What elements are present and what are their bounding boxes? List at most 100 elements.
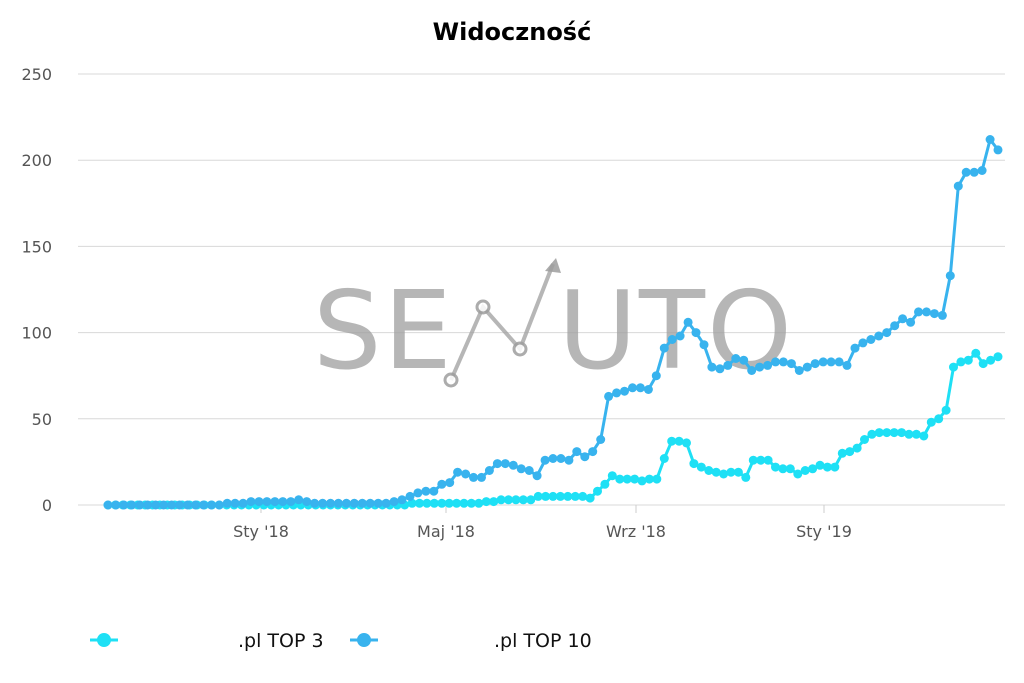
data-point[interactable]	[715, 364, 725, 374]
data-point[interactable]	[541, 491, 551, 501]
data-point[interactable]	[556, 454, 566, 463]
data-point[interactable]	[882, 328, 892, 338]
data-point[interactable]	[492, 459, 502, 469]
data-point[interactable]	[357, 498, 367, 508]
data-point[interactable]	[919, 431, 929, 441]
data-point[interactable]	[516, 464, 526, 474]
data-point[interactable]	[620, 386, 629, 396]
data-point[interactable]	[815, 460, 825, 470]
data-point[interactable]	[929, 309, 939, 319]
data-point[interactable]	[826, 357, 836, 367]
data-point[interactable]	[548, 491, 558, 501]
data-point[interactable]	[682, 438, 691, 448]
data-point[interactable]	[711, 467, 721, 477]
data-point[interactable]	[270, 497, 280, 507]
data-point[interactable]	[637, 476, 647, 486]
legend-item-top3[interactable]: .pl TOP 3	[90, 630, 324, 652]
data-point[interactable]	[719, 469, 729, 479]
data-point[interactable]	[904, 429, 914, 439]
data-point[interactable]	[572, 447, 582, 457]
data-point[interactable]	[961, 167, 971, 177]
data-point[interactable]	[763, 360, 773, 370]
data-point[interactable]	[548, 454, 558, 463]
data-point[interactable]	[585, 493, 595, 503]
data-point[interactable]	[477, 472, 486, 482]
data-point[interactable]	[429, 498, 439, 508]
data-point[interactable]	[365, 498, 375, 508]
data-point[interactable]	[837, 448, 847, 458]
data-point[interactable]	[934, 414, 944, 424]
data-point[interactable]	[540, 455, 550, 465]
data-point[interactable]	[444, 498, 454, 508]
data-point[interactable]	[318, 498, 328, 508]
data-point[interactable]	[953, 181, 963, 191]
data-point[interactable]	[986, 355, 996, 365]
data-point[interactable]	[867, 429, 877, 439]
data-point[interactable]	[151, 500, 161, 510]
data-point[interactable]	[175, 500, 184, 510]
data-point[interactable]	[945, 271, 955, 281]
data-point[interactable]	[802, 362, 812, 372]
data-point[interactable]	[429, 486, 439, 496]
data-point[interactable]	[949, 362, 958, 372]
data-point[interactable]	[778, 357, 788, 367]
data-point[interactable]	[652, 474, 662, 484]
data-point[interactable]	[254, 497, 264, 507]
data-point[interactable]	[373, 498, 383, 508]
data-point[interactable]	[818, 357, 828, 367]
data-point[interactable]	[699, 340, 709, 350]
data-point[interactable]	[747, 366, 757, 375]
data-point[interactable]	[704, 466, 714, 475]
data-point[interactable]	[683, 317, 693, 327]
data-point[interactable]	[615, 474, 625, 484]
data-point[interactable]	[461, 469, 471, 479]
data-point[interactable]	[793, 469, 803, 479]
data-point[interactable]	[911, 429, 921, 439]
data-point[interactable]	[667, 436, 677, 446]
data-point[interactable]	[786, 359, 796, 369]
data-point[interactable]	[294, 495, 304, 505]
data-point[interactable]	[326, 498, 335, 508]
data-point[interactable]	[755, 362, 765, 372]
data-point[interactable]	[349, 498, 359, 508]
data-point[interactable]	[906, 317, 916, 327]
data-point[interactable]	[937, 310, 947, 320]
data-point[interactable]	[858, 338, 868, 348]
data-point[interactable]	[500, 459, 510, 469]
data-point[interactable]	[496, 495, 506, 505]
data-point[interactable]	[808, 464, 818, 474]
data-point[interactable]	[733, 467, 743, 477]
data-point[interactable]	[897, 428, 907, 438]
data-point[interactable]	[874, 428, 884, 438]
data-point[interactable]	[771, 462, 780, 472]
data-point[interactable]	[111, 500, 121, 510]
data-point[interactable]	[643, 385, 653, 394]
data-point[interactable]	[963, 355, 973, 365]
data-point[interactable]	[143, 500, 153, 510]
data-point[interactable]	[850, 343, 860, 353]
data-point[interactable]	[674, 436, 684, 446]
data-point[interactable]	[644, 474, 654, 484]
data-point[interactable]	[659, 343, 669, 353]
data-point[interactable]	[794, 366, 804, 375]
data-point[interactable]	[977, 166, 987, 175]
data-point[interactable]	[167, 500, 177, 510]
data-point[interactable]	[389, 497, 399, 507]
data-point[interactable]	[286, 497, 296, 507]
data-point[interactable]	[437, 498, 447, 508]
data-point[interactable]	[612, 388, 622, 398]
data-point[interactable]	[785, 464, 795, 474]
data-point[interactable]	[600, 479, 610, 489]
data-point[interactable]	[866, 335, 876, 344]
data-point[interactable]	[756, 455, 766, 465]
data-point[interactable]	[696, 462, 706, 472]
data-point[interactable]	[635, 383, 645, 393]
data-point[interactable]	[452, 498, 462, 508]
data-point[interactable]	[397, 495, 407, 505]
data-point[interactable]	[691, 328, 701, 338]
data-point[interactable]	[874, 331, 884, 341]
data-point[interactable]	[407, 498, 417, 508]
data-point[interactable]	[748, 455, 758, 465]
data-point[interactable]	[302, 497, 312, 507]
data-point[interactable]	[822, 462, 832, 472]
